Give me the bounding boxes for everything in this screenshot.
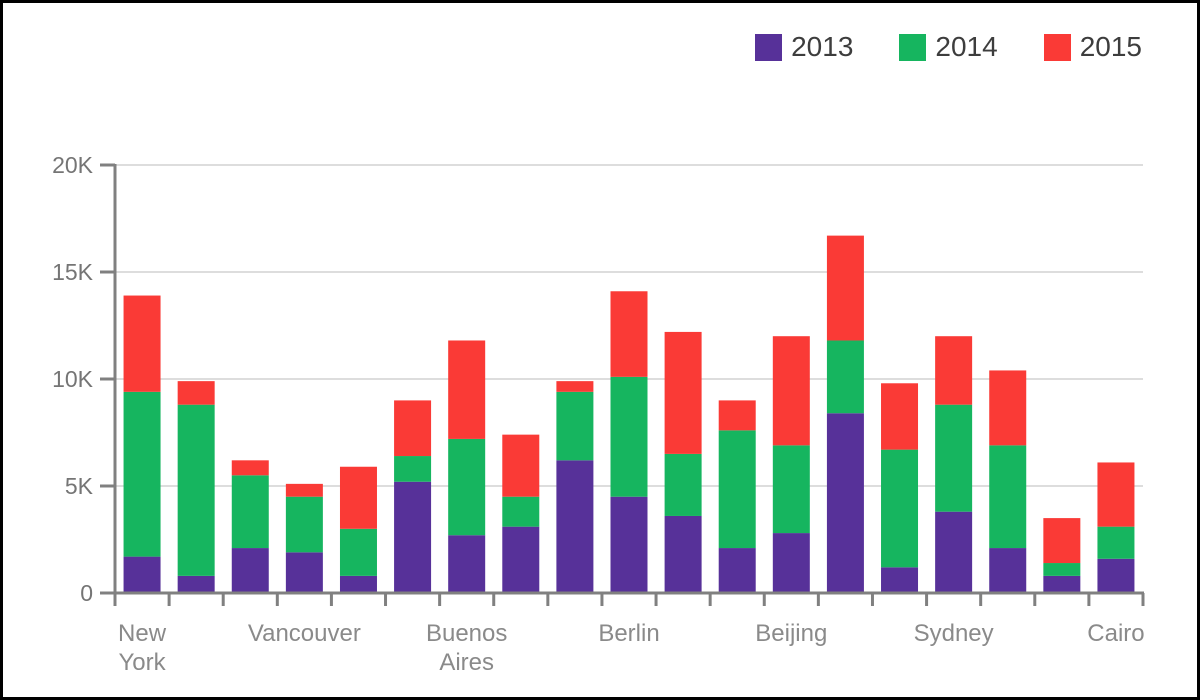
bar-segment-2015-2[interactable]: [231, 460, 269, 476]
bar-segment-2013-11[interactable]: [718, 548, 756, 593]
bar-segment-2013-13[interactable]: [826, 413, 864, 593]
legend-swatch-2013: [755, 33, 783, 61]
bar-segment-2013-9[interactable]: [610, 496, 648, 593]
bar-segment-2013-6[interactable]: [448, 535, 486, 593]
bar-segment-2015-18[interactable]: [1097, 462, 1135, 527]
bar-segment-2013-16[interactable]: [989, 548, 1027, 593]
bar-segment-2015-11[interactable]: [718, 400, 756, 431]
bar-segment-2014-4[interactable]: [339, 528, 377, 576]
bar-segment-2014-14[interactable]: [881, 449, 919, 568]
x-label-sydney: Sydney: [914, 620, 994, 647]
bar-segment-2014-7[interactable]: [502, 496, 540, 527]
bar-segment-2015-13[interactable]: [826, 235, 864, 341]
bar-segment-2014-0[interactable]: [123, 391, 161, 557]
bar-segment-2015-16[interactable]: [989, 370, 1027, 446]
bar-segment-2014-17[interactable]: [1043, 563, 1081, 576]
bar-segment-2015-3[interactable]: [285, 483, 323, 497]
x-label-beijing: Beijing: [755, 620, 827, 647]
bar-segment-2015-10[interactable]: [664, 331, 702, 454]
bar-segment-2015-12[interactable]: [772, 336, 810, 446]
bar-segment-2014-10[interactable]: [664, 453, 702, 516]
stacked-bar-chart: 0 5K 10K 15K 20K New York Vancouver Buenos Aires B…: [52, 152, 1145, 676]
bar-segment-2013-7[interactable]: [502, 526, 540, 593]
bar-segment-2015-1[interactable]: [177, 381, 215, 405]
bar-segment-2013-8[interactable]: [556, 460, 594, 593]
legend-item-2014[interactable]: 2014: [899, 31, 998, 62]
bar-segment-2014-2[interactable]: [231, 475, 269, 549]
bar-segment-2015-6[interactable]: [448, 340, 486, 439]
bar-segment-2014-6[interactable]: [448, 438, 486, 536]
bar-segment-2015-4[interactable]: [339, 466, 377, 529]
bar-segment-2015-14[interactable]: [881, 383, 919, 450]
bar-segment-2013-10[interactable]: [664, 515, 702, 593]
bar-segment-2013-1[interactable]: [177, 575, 215, 593]
legend: 2013 2014 2015: [755, 33, 1142, 61]
x-label-berlin: Berlin: [598, 620, 659, 647]
legend-label-2014: 2014: [935, 31, 998, 62]
bar-segment-2014-1[interactable]: [177, 404, 215, 576]
bar-segment-2013-2[interactable]: [231, 548, 269, 593]
bar-segment-2015-0[interactable]: [123, 295, 161, 392]
bar-segment-2014-12[interactable]: [772, 445, 810, 534]
bar-segment-2013-12[interactable]: [772, 533, 810, 593]
bar-segment-2015-7[interactable]: [502, 434, 540, 497]
bar-segment-2013-18[interactable]: [1097, 558, 1135, 593]
legend-swatch-2015: [1043, 33, 1071, 61]
x-label-cairo: Cairo: [1087, 620, 1144, 647]
legend-label-2015: 2015: [1079, 31, 1142, 62]
bar-segment-2014-5[interactable]: [394, 456, 432, 482]
bar-segment-2014-3[interactable]: [285, 496, 323, 553]
bar-segment-2013-17[interactable]: [1043, 575, 1081, 593]
bar-segment-2014-16[interactable]: [989, 445, 1027, 549]
x-label-vancouver: Vancouver: [248, 620, 361, 647]
bar-segment-2014-9[interactable]: [610, 376, 648, 497]
bar-segment-2014-13[interactable]: [826, 340, 864, 414]
bar-segment-2014-15[interactable]: [935, 404, 973, 512]
bar-segment-2015-17[interactable]: [1043, 518, 1081, 564]
bar-segment-2013-3[interactable]: [285, 552, 323, 593]
bar-segment-2013-5[interactable]: [394, 481, 432, 593]
bar-segment-2013-14[interactable]: [881, 567, 919, 593]
y-tick-label-15K: 15K: [52, 259, 94, 285]
legend-item-2013[interactable]: 2013: [755, 33, 853, 61]
x-label-new-york: New York: [118, 620, 167, 676]
x-label-buenos-aires: Buenos Aires: [426, 620, 507, 676]
bar-segment-2013-15[interactable]: [935, 511, 973, 593]
bar-segment-2013-4[interactable]: [339, 575, 377, 593]
bar-segment-2014-11[interactable]: [718, 430, 756, 549]
bar-segment-2014-8[interactable]: [556, 391, 594, 461]
y-tick-label-20K: 20K: [52, 152, 94, 178]
bar-segment-2015-9[interactable]: [610, 291, 648, 377]
y-tick-label-5K: 5K: [65, 473, 94, 499]
y-tick-label-10K: 10K: [52, 366, 94, 392]
bar-segment-2013-0[interactable]: [123, 556, 161, 593]
y-tick-label-0: 0: [80, 580, 93, 606]
bar-segment-2015-8[interactable]: [556, 381, 594, 392]
bar-segment-2015-5[interactable]: [394, 400, 432, 457]
legend-swatch-2014: [899, 33, 927, 61]
bar-segment-2014-18[interactable]: [1097, 526, 1135, 559]
bar-segment-2015-15[interactable]: [935, 336, 973, 405]
legend-item-2015[interactable]: 2015: [1043, 31, 1142, 62]
legend-label-2013: 2013: [791, 31, 854, 62]
